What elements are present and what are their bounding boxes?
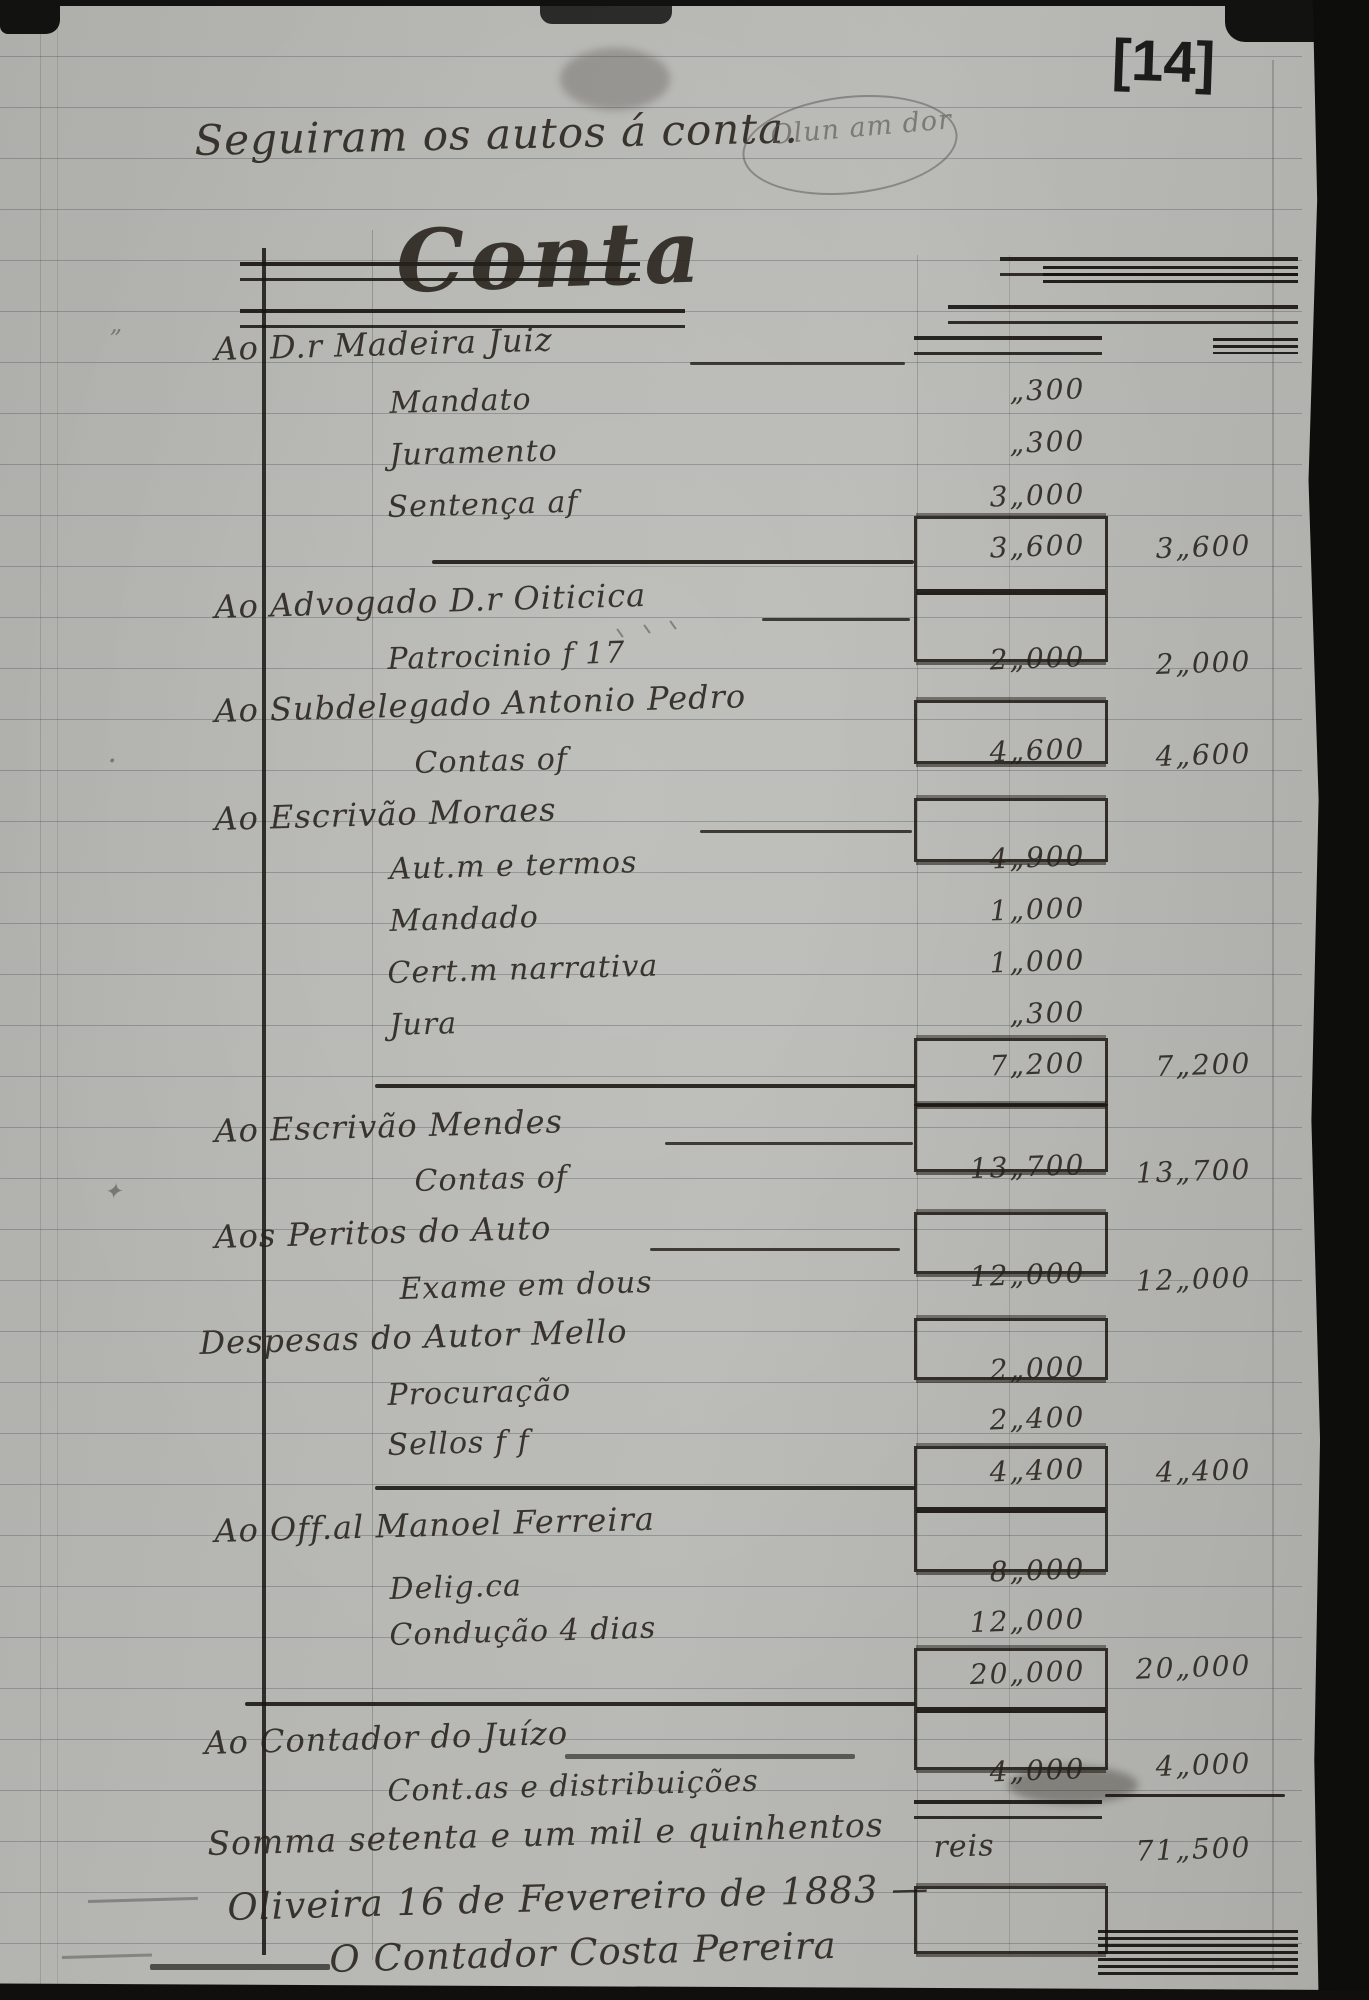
entry-label: Mandado — [389, 899, 540, 939]
scan-edge-right — [1308, 0, 1369, 2000]
margin-mark: ✦ — [103, 1179, 124, 1205]
pencil-smudge — [560, 48, 670, 110]
double-rule — [1213, 338, 1298, 354]
amount-box — [914, 1212, 1108, 1274]
sum-underline — [1105, 1794, 1285, 1797]
entry-amount: 8„000 — [989, 1552, 1086, 1589]
section-total-right: 4„400 — [1155, 1452, 1252, 1490]
total-underline — [375, 1486, 915, 1490]
amount-box — [914, 1648, 1108, 1710]
entry-amount-right: 4„600 — [1155, 736, 1252, 774]
entry-amount-right: 12„000 — [1135, 1260, 1252, 1298]
section-total: 3„600 — [989, 528, 1086, 565]
margin-line — [57, 0, 58, 2000]
entry-label: Contas of — [414, 741, 569, 781]
entry-label: Mandato — [389, 382, 533, 421]
ink-smudge — [1008, 1766, 1138, 1804]
column-line — [372, 230, 373, 1960]
entry-amount-right: 4„000 — [1155, 1746, 1252, 1784]
entry-amount-right: 2„000 — [1155, 644, 1252, 682]
entry-amount: 2„000 — [989, 640, 1086, 677]
entry-label: Patrocinio f 17 — [387, 635, 626, 677]
amount-box — [914, 1886, 1108, 1954]
entry-label: Contas of — [414, 1159, 569, 1199]
entry-amount: 4„900 — [989, 839, 1086, 876]
amount-box — [914, 592, 1108, 662]
signature-dash — [150, 1964, 330, 1970]
scan-edge-top — [0, 0, 1369, 6]
sum-total: 71„500 — [1135, 1830, 1252, 1868]
entry-amount: 4„000 — [989, 1752, 1086, 1789]
column-line — [1272, 60, 1274, 1970]
entry-label: Exame em dous — [399, 1264, 654, 1307]
entry-amount: 1„000 — [989, 943, 1086, 980]
margin-mark: · — [107, 743, 119, 779]
double-rule — [240, 309, 685, 328]
total-underline — [375, 1084, 915, 1088]
amount-box — [914, 1510, 1108, 1572]
scan-edge-bottom — [0, 1983, 1369, 2000]
scan-edge-top — [540, 0, 672, 24]
amount-box — [914, 1710, 1108, 1770]
entry-amount: 1„000 — [989, 891, 1086, 928]
section-total-right: 20„000 — [1135, 1648, 1252, 1686]
entry-amount: „300 — [1008, 372, 1086, 408]
sum-unit: reis — [933, 1828, 996, 1865]
entry-label: Procuração — [387, 1372, 572, 1413]
section-total: 7„200 — [989, 1046, 1086, 1083]
page-number: [14] — [1110, 27, 1217, 96]
double-rule — [1043, 266, 1298, 284]
entry-amount: 2„400 — [989, 1400, 1086, 1437]
entry-label: Aut.m e termos — [389, 845, 638, 887]
entry-amount-right: 13„700 — [1135, 1152, 1252, 1190]
ruled-lines — [0, 56, 1302, 1966]
entry-label: Jura — [389, 1006, 458, 1043]
total-underline — [245, 1702, 915, 1706]
section-total: 4„400 — [989, 1452, 1086, 1489]
entry-amount: 13„700 — [969, 1148, 1086, 1186]
double-rule — [240, 262, 640, 281]
double-rule — [914, 336, 1102, 355]
margin-mark: „ — [109, 309, 124, 338]
double-rule — [948, 305, 1298, 324]
entry-amount: 2„000 — [989, 1350, 1086, 1387]
amount-box — [914, 700, 1108, 764]
title-dash — [700, 830, 912, 833]
amount-box — [914, 1104, 1108, 1172]
entry-amount: „300 — [1008, 995, 1086, 1031]
section-total: 20„000 — [969, 1654, 1086, 1692]
section-total-right: 7„200 — [1155, 1046, 1252, 1084]
entry-amount: 4„600 — [989, 732, 1086, 769]
title-dash — [762, 618, 910, 621]
entry-label: Delig.ca — [389, 1568, 523, 1607]
margin-line — [40, 0, 41, 2000]
entry-label: Sellos f f — [387, 1424, 531, 1463]
total-underline — [432, 560, 914, 564]
amount-box — [914, 798, 1108, 862]
entry-amount: 12„000 — [969, 1602, 1086, 1640]
title-dash — [650, 1248, 900, 1251]
amount-box — [914, 1318, 1108, 1380]
table-left-border — [262, 248, 266, 1955]
entry-label: Sentença af — [387, 484, 579, 525]
double-rule — [1098, 1930, 1298, 1976]
page-title: Conta — [394, 201, 707, 313]
scan-edge-top — [0, 0, 60, 34]
entry-label: Condução 4 dias — [389, 1610, 657, 1653]
title-dash — [565, 1754, 855, 1759]
double-rule — [914, 1800, 1102, 1819]
entry-amount: 3„000 — [989, 477, 1086, 514]
amount-box — [914, 516, 1108, 592]
section-total-right: 3„600 — [1155, 528, 1252, 566]
entry-amount: 12„000 — [969, 1256, 1086, 1294]
title-dash — [665, 1142, 913, 1145]
title-dash — [690, 362, 905, 365]
entry-label: Juramento — [389, 433, 559, 473]
entry-amount: „300 — [1008, 424, 1086, 460]
amount-box — [914, 1446, 1108, 1510]
